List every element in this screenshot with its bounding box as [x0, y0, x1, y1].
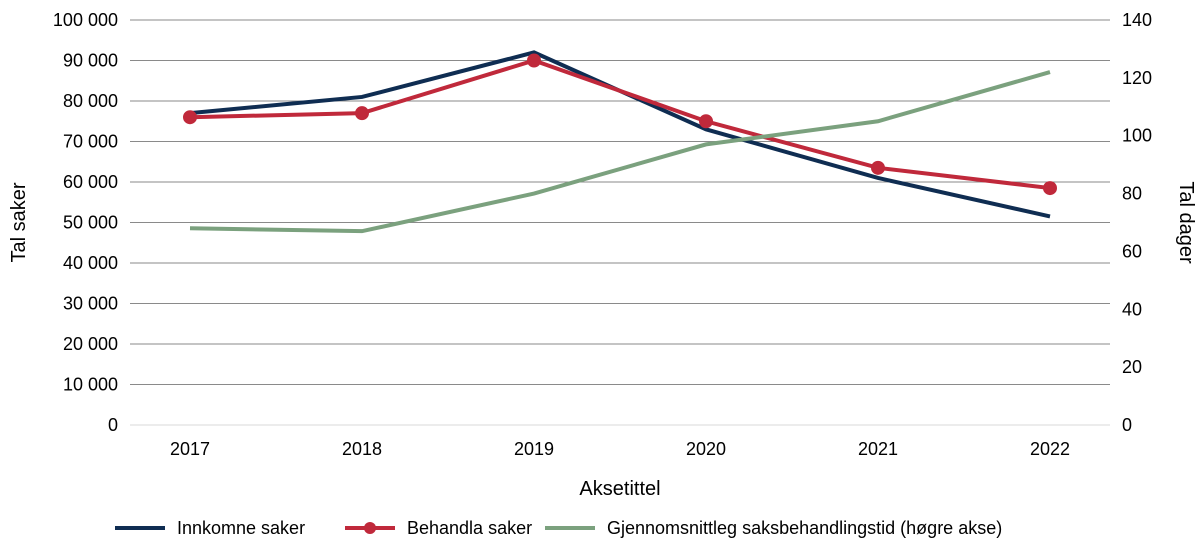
x-tick-label: 2019 [514, 439, 554, 459]
marker-behandla [872, 162, 884, 174]
marker-behandla [184, 111, 196, 123]
y-left-tick-label: 100 000 [53, 10, 118, 30]
y-right-tick-label: 20 [1122, 357, 1142, 377]
chart-container: 0 10 000 20 000 30 000 40 000 50 000 60 000 70 … [0, 0, 1200, 558]
y-right-tick-label: 80 [1122, 184, 1142, 204]
y-right-tick-label: 100 [1122, 126, 1152, 146]
legend-label-innkomne: Innkomne saker [177, 518, 305, 538]
y-right-tick-label: 40 [1122, 299, 1142, 319]
legend-label-saksbehandlingstid: Gjennomsnittleg saksbehandlingstid (høgr… [607, 518, 1002, 538]
y-left-tick-label: 60 000 [63, 172, 118, 192]
y-right-tick-label: 60 [1122, 241, 1142, 261]
marker-behandla [356, 107, 368, 119]
y-right-tick-label: 0 [1122, 415, 1132, 435]
legend-label-behandla: Behandla saker [407, 518, 532, 538]
y-left-tick-label: 20 000 [63, 334, 118, 354]
legend-marker-behandla [364, 522, 376, 534]
y-left-tick-label: 30 000 [63, 294, 118, 314]
x-tick-label: 2018 [342, 439, 382, 459]
y-left-tick-label: 40 000 [63, 253, 118, 273]
x-tick-label: 2021 [858, 439, 898, 459]
y-left-tick-label: 90 000 [63, 51, 118, 71]
y-right-tick-label: 140 [1122, 10, 1152, 30]
x-tick-label: 2017 [170, 439, 210, 459]
y-left-tick-label: 50 000 [63, 213, 118, 233]
line-chart: 0 10 000 20 000 30 000 40 000 50 000 60 000 70 … [0, 0, 1200, 558]
x-tick-label: 2022 [1030, 439, 1070, 459]
y-left-tick-label: 70 000 [63, 132, 118, 152]
x-tick-label: 2020 [686, 439, 726, 459]
marker-behandla [528, 55, 540, 67]
y-right-axis-title: Tal dager [1175, 181, 1197, 264]
marker-behandla [700, 115, 712, 127]
x-axis-title: Aksetittel [579, 478, 660, 500]
y-right-tick-label: 120 [1122, 68, 1152, 88]
y-left-tick-label: 0 [108, 415, 118, 435]
marker-behandla [1044, 182, 1056, 194]
y-left-tick-label: 10 000 [63, 375, 118, 395]
y-left-axis-title: Tal saker [8, 182, 30, 262]
y-left-tick-label: 80 000 [63, 91, 118, 111]
